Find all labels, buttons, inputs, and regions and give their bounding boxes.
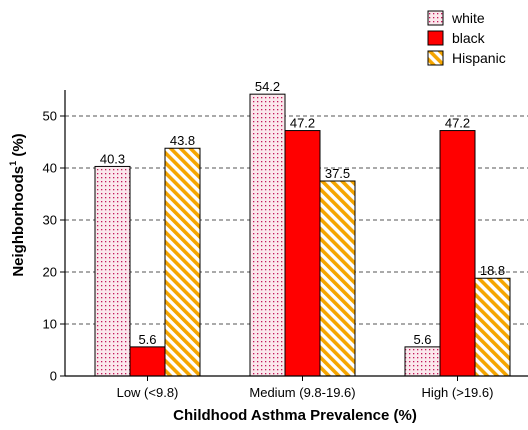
legend-swatch-hispanic — [427, 50, 444, 66]
legend-label-white: white — [451, 10, 485, 26]
y-tick-label: 30 — [43, 213, 57, 228]
y-tick-label: 40 — [43, 161, 57, 176]
y-axis-title-superscript: 1 — [8, 161, 18, 166]
axes: 0 10 20 30 40 50 Low (<9.8) Medium (9.8-19.6) Hi… — [43, 90, 528, 400]
y-tick-label: 20 — [43, 265, 57, 280]
bar-hispanic-1 — [319, 180, 356, 377]
bar-black-2 — [439, 130, 476, 377]
x-tick-label: Medium (9.8-19.6) — [249, 385, 355, 400]
legend-label-hispanic: Hispanic — [452, 50, 506, 66]
data-label-white-2: 5.6 — [413, 332, 431, 347]
bar-black-0 — [129, 346, 166, 377]
data-label-black-0: 5.6 — [138, 332, 156, 347]
x-tick-label: Low (<9.8) — [117, 385, 179, 400]
data-label-hispanic-0: 43.8 — [170, 133, 195, 148]
legend-swatch-white — [427, 10, 444, 26]
y-tick-label: 0 — [50, 369, 57, 384]
bar-white-2 — [404, 346, 441, 377]
y-axis-title-suffix: (%) — [10, 133, 27, 161]
bars — [94, 93, 511, 377]
bar-white-1 — [249, 93, 286, 377]
data-label-black-2: 47.2 — [445, 116, 470, 131]
y-axis-title-main: Neighborhoods — [10, 166, 27, 277]
x-axis-title: Childhood Asthma Prevalence (%) — [173, 407, 417, 424]
y-tick-label: 10 — [43, 317, 57, 332]
data-label-black-1: 47.2 — [290, 116, 315, 131]
bar-black-1 — [284, 130, 321, 377]
data-label-white-0: 40.3 — [100, 151, 125, 166]
x-tick-label: High (>19.6) — [422, 385, 494, 400]
legend-swatch-black — [427, 30, 444, 46]
data-label-hispanic-2: 18.8 — [480, 263, 505, 278]
data-label-white-1: 54.2 — [255, 79, 280, 94]
bar-white-0 — [94, 165, 131, 377]
legend: white black Hispanic — [427, 10, 506, 66]
data-label-hispanic-1: 37.5 — [325, 166, 350, 181]
y-tick-label: 50 — [43, 109, 57, 124]
legend-label-black: black — [452, 30, 486, 46]
bar-hispanic-0 — [164, 147, 201, 377]
data-labels: 40.3 54.2 5.6 5.6 47.2 47.2 43.8 37.5 18.8 — [100, 79, 505, 347]
bar-hispanic-2 — [474, 277, 511, 377]
y-axis-title: Neighborhoods1 (%) — [8, 133, 27, 276]
